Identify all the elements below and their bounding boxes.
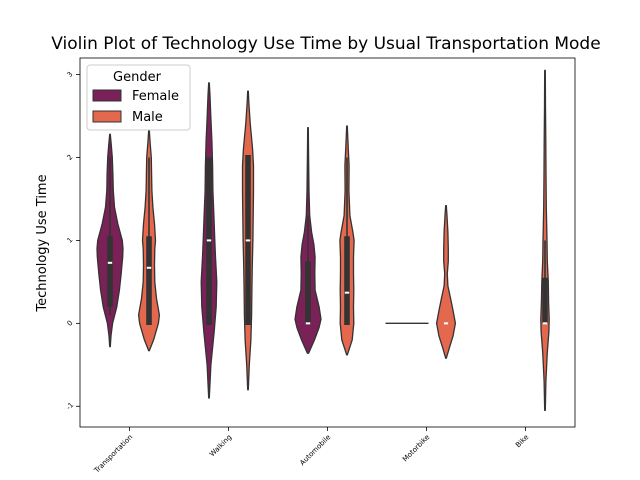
iqr-box-transportation-female <box>107 236 113 307</box>
y-tick-label: 0 <box>66 319 75 328</box>
legend-swatch-male <box>92 110 122 123</box>
legend-swatch-female <box>92 89 122 102</box>
legend-title: Gender <box>113 70 162 85</box>
x-tick-label: Transportation <box>92 433 134 475</box>
iqr-box-automobile-male <box>344 236 350 326</box>
legend-label-male: Male <box>132 110 163 125</box>
y-tick-label: 2 <box>66 153 75 162</box>
y-tick-label: -1 <box>65 401 76 412</box>
x-tick-label: Bike <box>514 433 530 449</box>
iqr-box-automobile-female <box>305 261 311 324</box>
violin-bike-male <box>540 69 550 412</box>
legend-label-female: Female <box>132 89 179 104</box>
y-tick-label: 1 <box>66 236 75 245</box>
violin-motorbike-male <box>435 204 457 359</box>
iqr-box-bike-male <box>542 277 548 324</box>
legend: Gender Female Male <box>86 64 191 131</box>
iqr-box-transportation-male <box>146 236 152 326</box>
y-tick-label: 3 <box>66 70 75 79</box>
x-tick-label: Automobile <box>298 433 332 467</box>
chart-title: Violin Plot of Technology Use Time by Us… <box>51 34 600 54</box>
x-tick-label: Motorbike <box>401 433 431 463</box>
y-axis-label: Technology Use Time <box>35 174 50 312</box>
x-tick-label: Walking <box>208 433 233 458</box>
